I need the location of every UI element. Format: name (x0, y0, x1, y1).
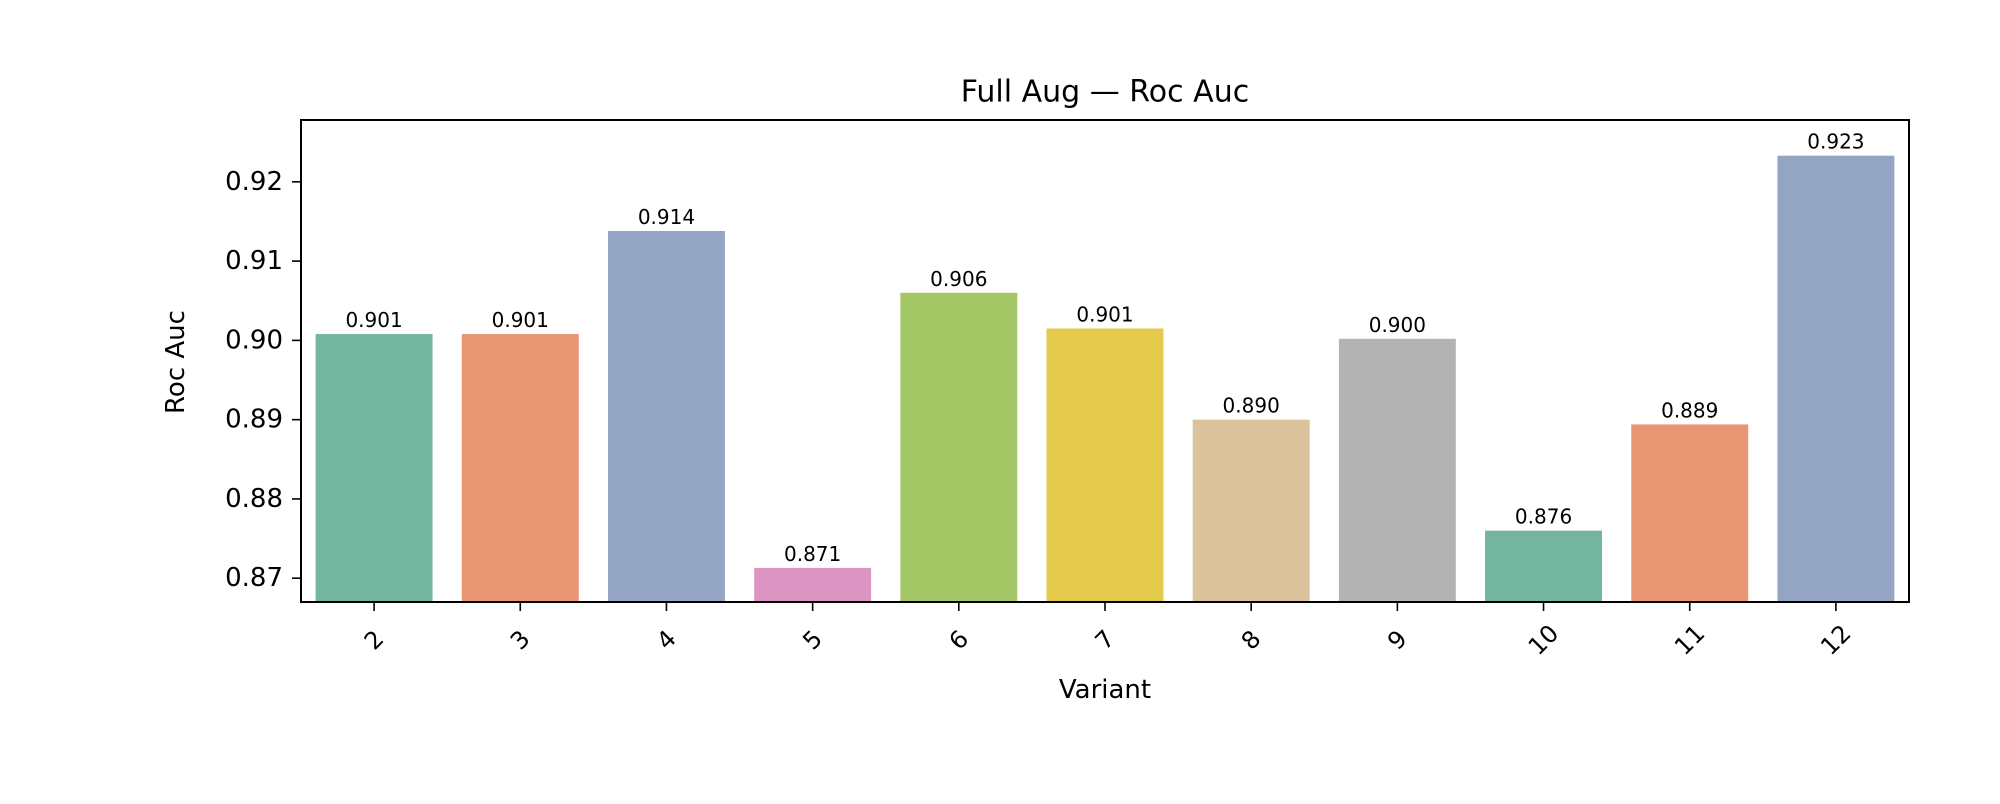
bar-value-label: 0.871 (784, 542, 841, 566)
bar-value-label: 0.901 (492, 308, 549, 332)
bar-value-label: 0.901 (1076, 302, 1133, 326)
bars-layer (315, 155, 1895, 602)
chart-title: Full Aug — Roc Auc (961, 75, 1249, 110)
x-tick-label: 4 (651, 625, 682, 656)
y-tick-label: 0.87 (225, 563, 283, 593)
y-tick-label: 0.90 (225, 325, 283, 355)
bar-11 (1631, 424, 1749, 602)
y-ticks: 0.87 0.88 0.89 0.90 0.91 0.92 (225, 167, 301, 593)
x-tick-label: 3 (505, 625, 536, 656)
x-axis-label: Variant (1059, 675, 1151, 705)
bar-value-labels: 0.901 0.901 0.914 0.871 0.906 0.901 0.890 0.900… (345, 130, 1864, 566)
x-tick-label: 9 (1382, 625, 1413, 656)
y-tick-label: 0.88 (225, 484, 283, 514)
bar-value-label: 0.889 (1661, 398, 1718, 422)
bar-value-label: 0.914 (638, 205, 695, 229)
bar-3 (461, 334, 579, 602)
bar-4 (607, 230, 725, 602)
x-tick-label: 2 (359, 625, 390, 656)
x-tick-label: 7 (1090, 625, 1121, 656)
x-tick-label: 5 (797, 625, 828, 656)
bar-value-label: 0.906 (930, 267, 987, 291)
x-tick-label: 10 (1523, 619, 1564, 660)
bar-6 (900, 292, 1018, 602)
y-tick-label: 0.92 (225, 167, 283, 197)
bar-value-label: 0.900 (1369, 313, 1426, 337)
x-tick-label: 12 (1815, 619, 1856, 660)
x-tick-label: 11 (1669, 619, 1710, 660)
bar-value-label: 0.890 (1223, 394, 1280, 418)
y-axis-label: Roc Auc (161, 310, 191, 414)
x-tick-label: 6 (944, 625, 975, 656)
bar-value-label: 0.923 (1807, 130, 1864, 154)
x-tick-label: 8 (1236, 625, 1267, 656)
bar-value-label: 0.901 (345, 308, 402, 332)
bar-7 (1046, 328, 1164, 602)
bar-10 (1485, 530, 1603, 602)
x-ticks: 2 3 4 5 6 7 8 9 10 11 12 (359, 602, 1857, 661)
plot-area-frame (300, 119, 1910, 603)
y-tick-label: 0.89 (225, 405, 283, 435)
bar-9 (1338, 338, 1456, 602)
bar-5 (754, 567, 872, 602)
bar-8 (1192, 419, 1310, 602)
y-tick-label: 0.91 (225, 246, 283, 276)
bar-2 (315, 334, 433, 602)
bar-12 (1777, 155, 1895, 602)
bar-value-label: 0.876 (1515, 505, 1572, 529)
